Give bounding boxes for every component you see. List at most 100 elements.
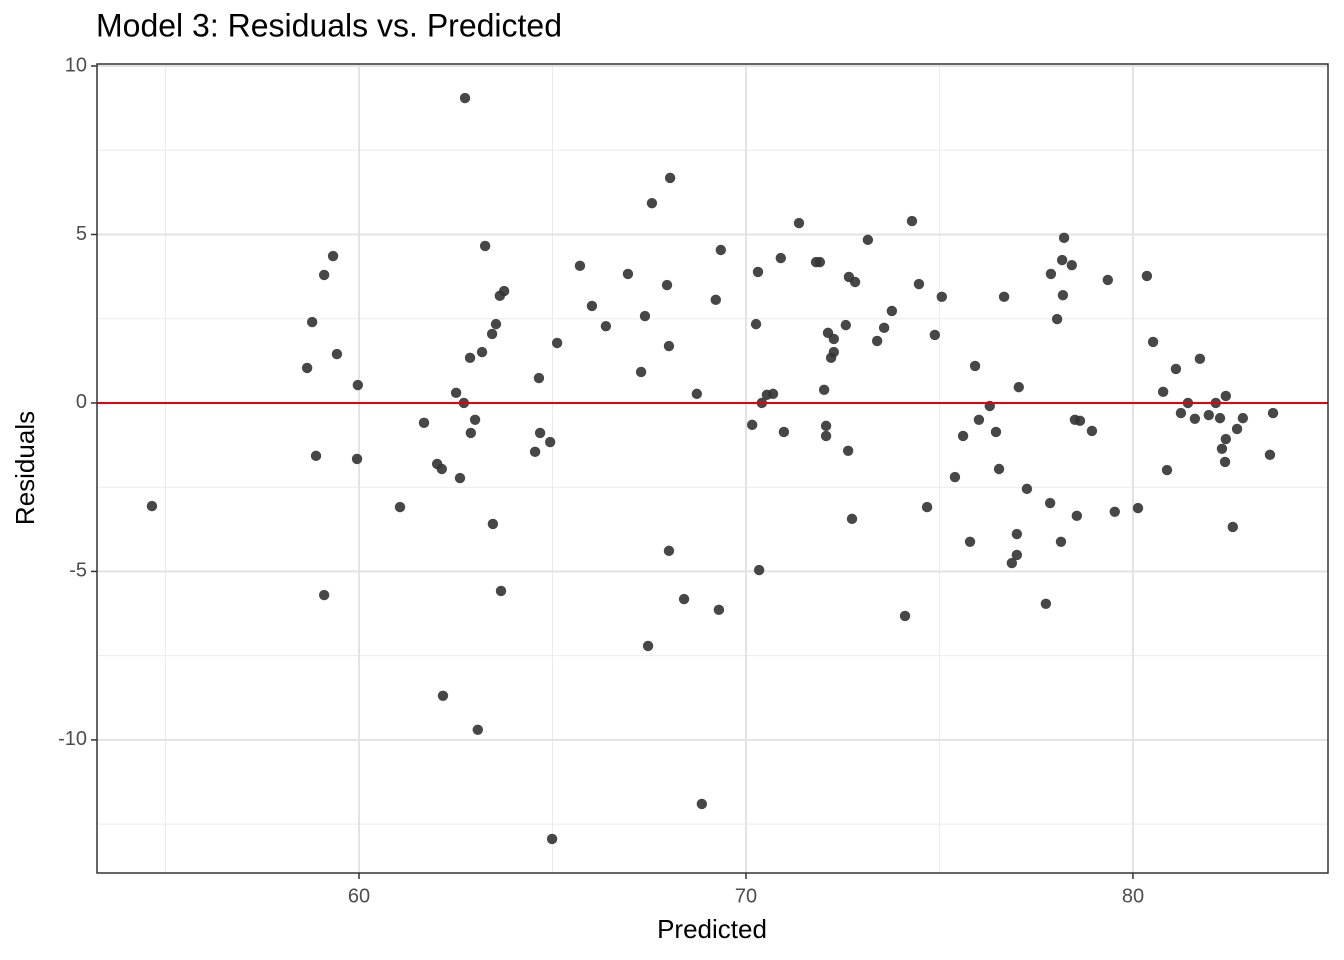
point bbox=[820, 420, 832, 432]
point bbox=[1040, 598, 1052, 609]
point bbox=[936, 291, 947, 303]
point bbox=[1214, 412, 1226, 424]
point bbox=[1175, 407, 1187, 419]
point bbox=[498, 285, 510, 297]
point bbox=[146, 500, 158, 512]
point bbox=[642, 640, 654, 652]
point bbox=[1011, 549, 1023, 561]
point bbox=[664, 172, 676, 184]
point bbox=[878, 322, 890, 334]
point bbox=[990, 426, 1002, 438]
point bbox=[715, 244, 727, 256]
point bbox=[1161, 464, 1173, 476]
point bbox=[886, 305, 898, 317]
point bbox=[1058, 232, 1070, 244]
point bbox=[464, 352, 476, 364]
point bbox=[1011, 528, 1023, 540]
point bbox=[846, 513, 858, 525]
point bbox=[993, 463, 1005, 475]
point bbox=[957, 430, 969, 442]
plot-border bbox=[96, 63, 1329, 874]
point bbox=[487, 518, 499, 530]
point bbox=[746, 419, 758, 431]
point bbox=[327, 250, 339, 262]
point bbox=[1056, 254, 1068, 266]
point bbox=[1216, 443, 1228, 454]
point bbox=[1006, 557, 1018, 569]
point bbox=[639, 310, 651, 322]
point bbox=[1220, 433, 1232, 445]
point bbox=[1194, 353, 1206, 365]
point bbox=[820, 430, 832, 442]
point bbox=[529, 446, 541, 458]
point bbox=[906, 215, 918, 227]
point bbox=[310, 450, 322, 462]
point bbox=[546, 833, 558, 845]
point bbox=[949, 471, 961, 483]
point bbox=[1021, 483, 1033, 495]
point bbox=[1231, 423, 1243, 435]
point bbox=[1074, 415, 1086, 427]
point bbox=[450, 387, 462, 399]
point bbox=[1045, 268, 1057, 280]
point bbox=[1267, 407, 1279, 419]
point bbox=[1071, 510, 1083, 522]
point bbox=[661, 279, 673, 291]
point bbox=[495, 585, 507, 597]
x-tick-label: 80 bbox=[1122, 885, 1144, 907]
point bbox=[490, 318, 502, 330]
y-tick-label: 0 bbox=[76, 391, 87, 413]
point bbox=[533, 372, 545, 384]
point bbox=[586, 300, 598, 312]
point bbox=[750, 318, 762, 330]
point bbox=[767, 388, 779, 400]
point bbox=[663, 545, 675, 557]
point bbox=[663, 340, 675, 352]
y-axis-label: Residuals bbox=[10, 411, 40, 525]
point bbox=[1227, 521, 1239, 533]
point bbox=[318, 269, 330, 281]
point bbox=[862, 234, 874, 246]
point bbox=[479, 240, 491, 252]
point bbox=[1220, 390, 1232, 402]
y-tick-label: 10 bbox=[65, 54, 87, 76]
point bbox=[899, 610, 911, 622]
point bbox=[964, 536, 976, 547]
point bbox=[1086, 425, 1098, 437]
point bbox=[713, 604, 725, 616]
point bbox=[394, 501, 406, 513]
point bbox=[929, 329, 941, 341]
point bbox=[646, 197, 658, 209]
point bbox=[973, 414, 985, 426]
y-tick-label: -5 bbox=[69, 560, 87, 582]
point bbox=[1055, 536, 1067, 547]
point bbox=[301, 362, 313, 374]
point bbox=[437, 690, 449, 701]
point bbox=[913, 278, 925, 290]
point bbox=[753, 564, 765, 576]
point bbox=[486, 328, 498, 340]
point bbox=[1237, 412, 1249, 424]
point bbox=[691, 388, 703, 400]
point bbox=[818, 384, 830, 396]
point bbox=[710, 294, 721, 306]
point bbox=[1219, 456, 1231, 468]
point bbox=[793, 217, 805, 229]
point bbox=[1170, 363, 1182, 375]
point bbox=[331, 348, 343, 360]
y-tick-label: -10 bbox=[58, 728, 87, 750]
point bbox=[828, 346, 840, 358]
x-tick-label: 70 bbox=[735, 885, 757, 907]
point bbox=[1147, 336, 1159, 348]
point bbox=[472, 724, 483, 735]
point bbox=[459, 92, 471, 104]
point bbox=[778, 426, 790, 438]
point bbox=[814, 256, 826, 268]
point bbox=[1157, 386, 1169, 398]
point bbox=[454, 472, 466, 484]
point bbox=[842, 445, 854, 457]
x-tick-label: 60 bbox=[348, 885, 370, 907]
point bbox=[1264, 449, 1276, 461]
